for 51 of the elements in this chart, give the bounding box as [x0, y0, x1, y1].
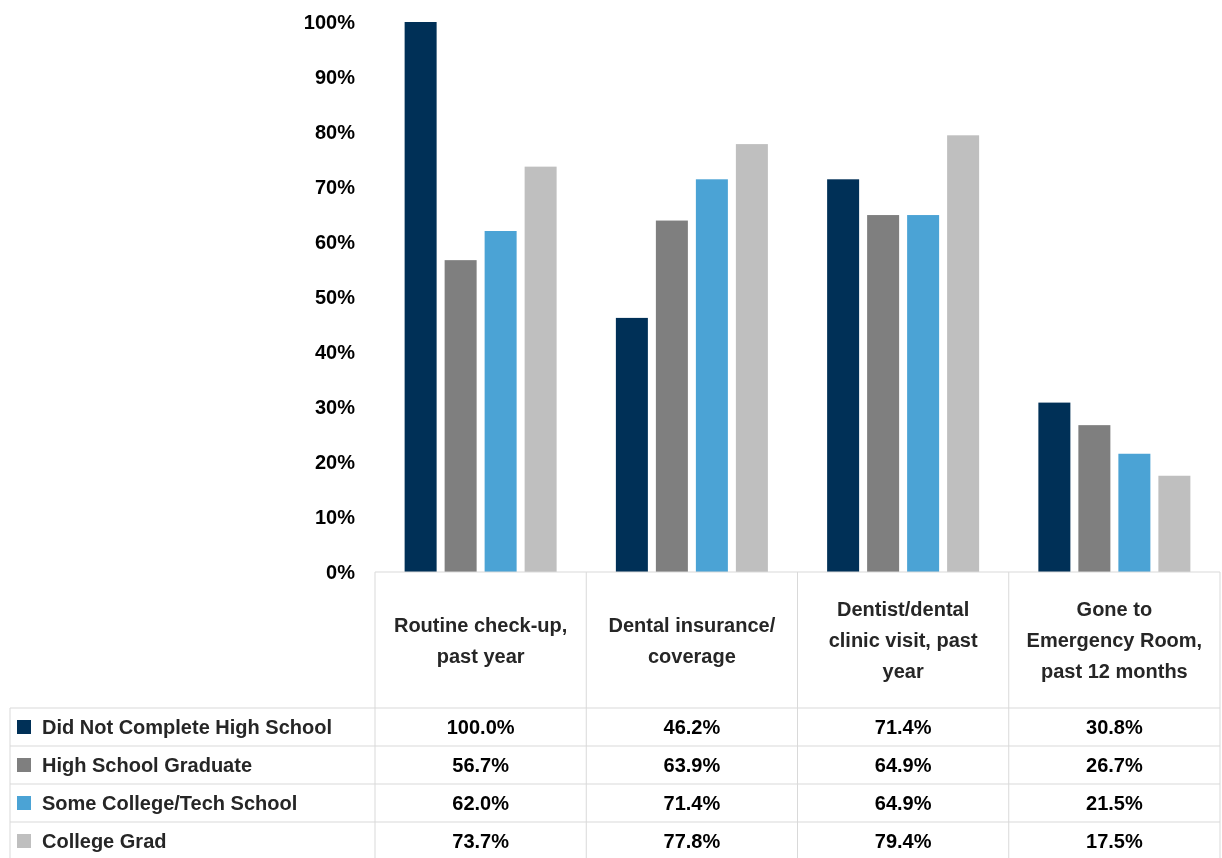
bar [404, 22, 437, 572]
y-tick-label: 80% [314, 120, 356, 143]
y-tick-label: 20% [314, 450, 356, 473]
x-tick-label: Routine check-up, past year [393, 613, 568, 667]
bar [947, 135, 980, 572]
data-label: 30.8% [1086, 716, 1143, 738]
y-tick-label: 60% [314, 230, 356, 253]
legend-label: Did Not Complete High School [42, 716, 332, 738]
bar [1118, 453, 1151, 572]
data-label: 77.8% [663, 830, 721, 852]
bar [444, 260, 477, 572]
bar [867, 215, 900, 572]
data-label: 64.9% [874, 792, 932, 814]
y-tick-label: 50% [314, 285, 356, 308]
bar [827, 179, 860, 572]
data-label: 62.0% [452, 792, 510, 814]
data-label: 17.5% [1086, 830, 1143, 852]
data-label: 63.9% [663, 754, 721, 776]
y-tick-label: 0% [326, 560, 356, 583]
bar [484, 231, 517, 572]
legend-label: Some College/Tech School [42, 792, 298, 814]
bar [695, 179, 728, 572]
y-tick-label: 90% [314, 65, 356, 88]
data-label: 26.7% [1086, 754, 1143, 776]
bar [524, 166, 557, 572]
data-label: 46.2% [663, 716, 721, 738]
x-tick-label: Dentist/dental clinic visit, past year [828, 598, 978, 682]
x-tick-label: Gone to Emergency Room, past 12 months [1026, 598, 1203, 682]
x-tick-label: Dental insurance/ coverage [608, 613, 776, 667]
data-label: 56.7% [452, 754, 510, 776]
bar [615, 317, 648, 572]
y-tick-label: 30% [314, 395, 356, 418]
bar [1078, 425, 1111, 572]
bar [1158, 475, 1191, 572]
bar [735, 144, 768, 572]
data-label: 100.0% [446, 716, 515, 738]
data-label: 73.7% [452, 830, 510, 852]
y-tick-label: 40% [314, 340, 356, 363]
data-label: 71.4% [663, 792, 721, 814]
bar [655, 220, 688, 572]
y-tick-label: 70% [314, 175, 356, 198]
data-label: 79.4% [874, 830, 932, 852]
data-label: 64.9% [874, 754, 932, 776]
y-tick-label: 10% [314, 505, 356, 528]
bar [907, 215, 940, 572]
data-label: 21.5% [1086, 792, 1143, 814]
data-label: 71.4% [874, 716, 932, 738]
bar [1038, 402, 1071, 572]
legend-label: College Grad [42, 830, 167, 852]
legend-label: High School Graduate [42, 754, 253, 776]
y-tick-label: 100% [303, 10, 356, 33]
